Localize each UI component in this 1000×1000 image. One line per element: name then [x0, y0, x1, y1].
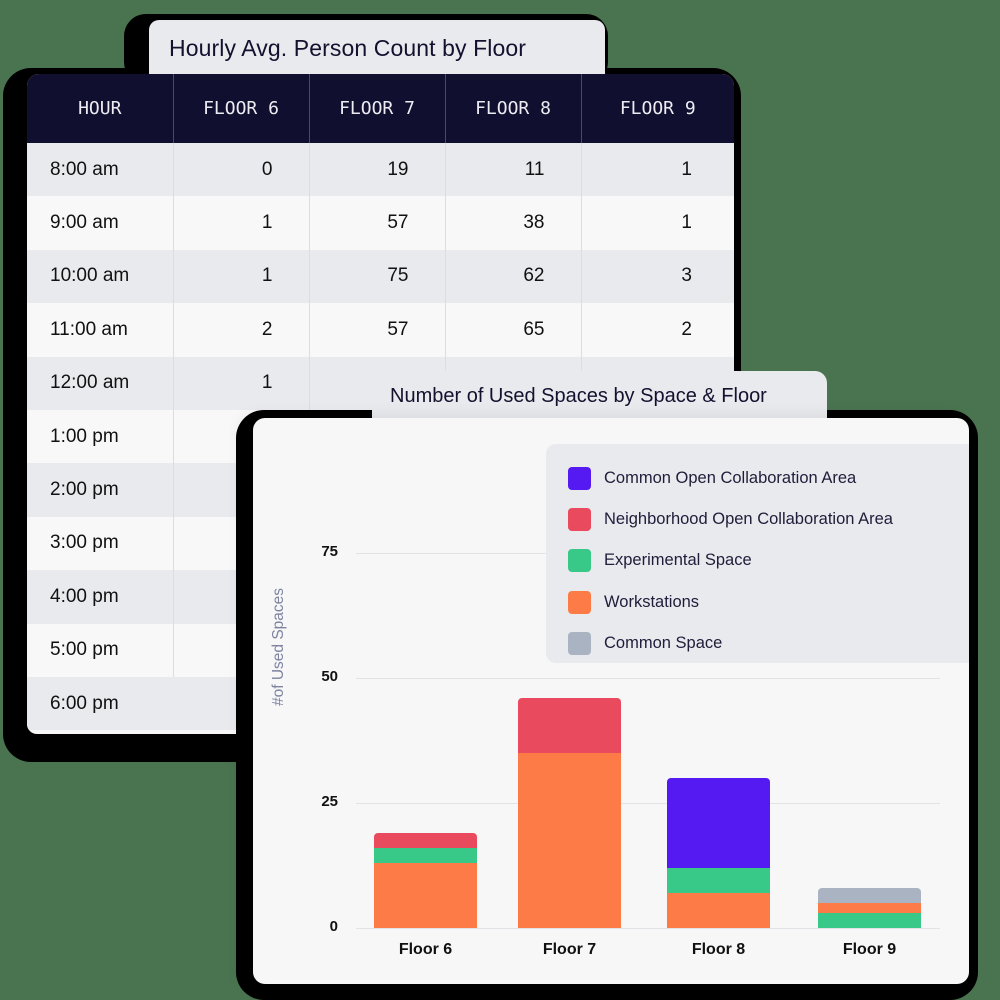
gridline	[356, 803, 940, 804]
x-tick-label: Floor 7	[542, 941, 597, 958]
hour-cell: 10:00 am	[27, 249, 174, 304]
table-header-row: HOUR FLOOR 6 FLOOR 7 FLOOR 8 FLOOR 9	[27, 74, 734, 143]
table-row: 9:00 am 1 57 38 1	[27, 196, 734, 250]
legend-item[interactable]: Common Open Collaboration Area	[546, 458, 969, 499]
legend-label: Workstations	[604, 592, 700, 611]
bar-segment[interactable]	[818, 903, 921, 913]
bar-segment[interactable]	[667, 778, 770, 868]
stacked-bar[interactable]	[667, 778, 770, 928]
count-cell: 2	[681, 318, 692, 340]
hour-cell: 6:00 pm	[50, 692, 119, 714]
table-title: Hourly Avg. Person Count by Floor	[149, 20, 605, 74]
hour-cell: 1:00 pm	[27, 409, 174, 464]
count-cell: 11	[445, 143, 582, 197]
bar-segment[interactable]	[374, 848, 477, 863]
count-cell: 62	[445, 249, 582, 304]
count-cell: 1	[173, 356, 310, 410]
y-tick-label: 50	[321, 668, 338, 685]
legend-item[interactable]: Workstations	[546, 582, 969, 623]
legend-label: Experimental Space	[604, 551, 752, 570]
legend-item[interactable]: Common Space	[546, 623, 969, 664]
gridline	[356, 928, 940, 929]
bar-segment[interactable]	[818, 888, 921, 903]
bar-segment[interactable]	[518, 698, 621, 753]
chart-legend: Common Open Collaboration Area Neighborho…	[546, 444, 969, 663]
legend-label: Common Space	[604, 633, 723, 652]
count-cell: 57	[309, 303, 446, 357]
legend-label: Common Open Collaboration Area	[604, 469, 857, 488]
x-tick-label: Floor 8	[691, 941, 746, 958]
table-row: 10:00 am 1 75 62 3	[27, 249, 734, 304]
column-header-floor-7[interactable]: FLOOR 7	[309, 74, 446, 143]
legend-label: Neighborhood Open Collaboration Area	[604, 510, 893, 529]
count-cell: 1	[173, 196, 310, 250]
column-header-floor-9[interactable]: FLOOR 9	[619, 98, 696, 119]
legend-item[interactable]: Experimental Space	[546, 540, 969, 581]
y-tick-label: 25	[321, 793, 338, 810]
stacked-bar-plot: #of Used Spaces 0 25 50 75 Floor 6 Floor 7 Flo…	[253, 418, 969, 984]
legend-swatch-icon	[568, 467, 591, 491]
hour-cell: 5:00 pm	[27, 623, 174, 677]
hour-cell: 3:00 pm	[27, 516, 174, 571]
count-cell: 38	[445, 196, 582, 250]
column-header-floor-8[interactable]: FLOOR 8	[445, 74, 582, 143]
count-cell: 2	[173, 303, 310, 357]
hour-cell: 12:00 am	[27, 356, 174, 410]
legend-item[interactable]: Neighborhood Open Collaboration Area	[546, 499, 969, 540]
y-tick-label: 0	[329, 918, 338, 935]
legend-swatch-icon	[568, 549, 591, 573]
bar-segment[interactable]	[667, 893, 770, 928]
hour-cell: 8:00 am	[27, 143, 174, 197]
table-row: 11:00 am 2 57 65 2	[27, 303, 734, 357]
stacked-bar[interactable]	[518, 698, 621, 928]
count-cell: 3	[681, 265, 692, 287]
count-cell: 65	[445, 303, 582, 357]
y-axis-label: #of Used Spaces	[270, 587, 287, 706]
gridline	[356, 678, 940, 679]
bar-segment[interactable]	[818, 913, 921, 928]
count-cell: 57	[309, 196, 446, 250]
legend-swatch-icon	[568, 631, 591, 655]
legend-swatch-icon	[568, 508, 591, 532]
x-tick-label: Floor 6	[398, 941, 453, 958]
stacked-bar[interactable]	[374, 833, 477, 928]
legend-swatch-icon	[568, 590, 591, 614]
y-tick-label: 75	[321, 543, 338, 560]
count-cell: 1	[173, 249, 310, 304]
table-row: 8:00 am 0 19 11 1	[27, 143, 734, 197]
count-cell: 1	[681, 212, 692, 234]
column-header-hour[interactable]: HOUR	[27, 74, 174, 143]
count-cell: 19	[309, 143, 446, 197]
hour-cell: 9:00 am	[27, 196, 174, 250]
used-spaces-chart-card: #of Used Spaces 0 25 50 75 Floor 6 Floor 7 Flo…	[253, 418, 969, 984]
bar-segment[interactable]	[667, 868, 770, 893]
x-tick-label: Floor 9	[842, 941, 897, 958]
stacked-bar[interactable]	[818, 888, 921, 928]
bar-segment[interactable]	[374, 833, 477, 848]
count-cell: 75	[309, 249, 446, 304]
bar-segment[interactable]	[374, 863, 477, 928]
count-cell: 0	[173, 143, 310, 197]
bar-segment[interactable]	[518, 753, 621, 928]
column-header-floor-6[interactable]: FLOOR 6	[173, 74, 310, 143]
count-cell: 1	[681, 158, 692, 180]
hour-cell: 11:00 am	[27, 303, 174, 357]
chart-title: Number of Used Spaces by Space & Floor	[372, 371, 827, 421]
hour-cell: 4:00 pm	[27, 570, 174, 624]
hour-cell: 2:00 pm	[27, 463, 174, 517]
